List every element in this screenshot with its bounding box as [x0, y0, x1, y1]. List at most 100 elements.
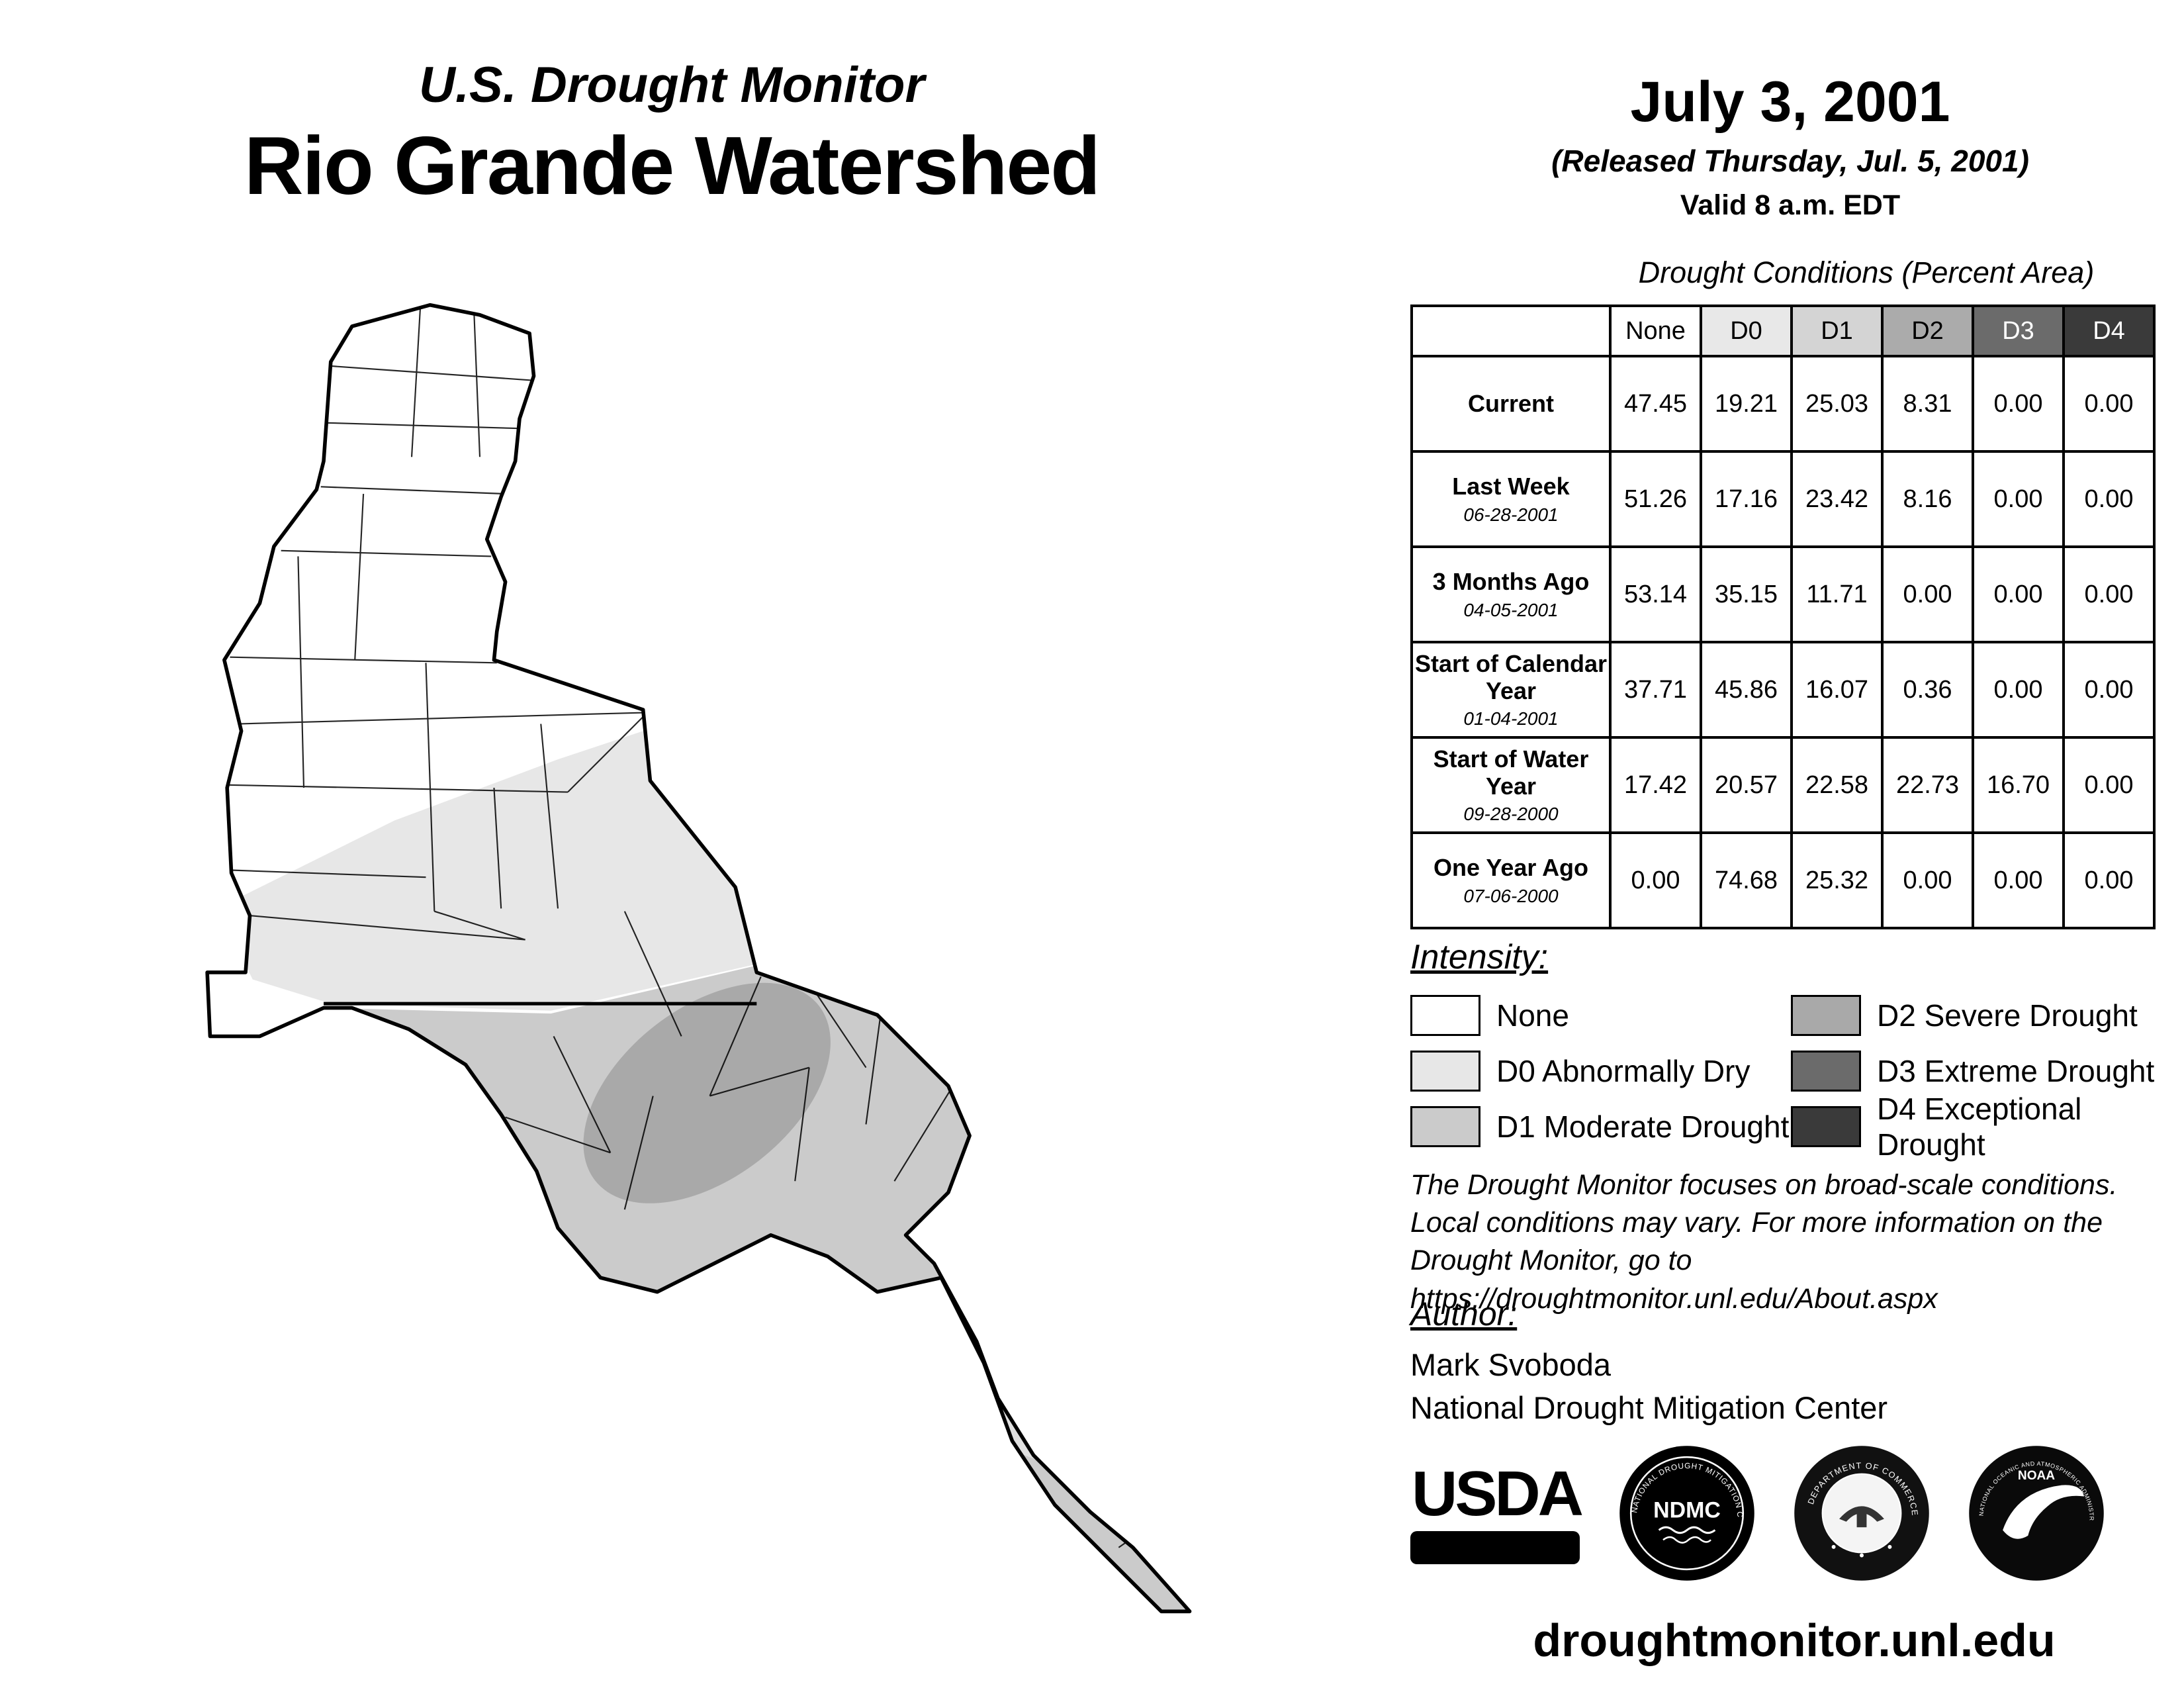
valid-time: Valid 8 a.m. EDT [1680, 189, 1901, 221]
value-cell: 0.00 [2062, 831, 2156, 929]
legend-swatch-d1 [1410, 1106, 1480, 1147]
value-cell: 0.00 [1881, 831, 1974, 929]
table-row: One Year Ago 07-06-2000 0.00 74.68 25.32… [1410, 831, 2156, 929]
county-boundaries [227, 309, 1148, 1548]
noaa-logo: NATIONAL OCEANIC AND ATMOSPHERIC ADMINIS… [1964, 1438, 2107, 1583]
ndmc-center-text: NDMC [1653, 1497, 1721, 1523]
d0-tail-patch [970, 1356, 1051, 1466]
value-cell: 25.32 [1790, 831, 1884, 929]
usda-logo-text: USDA [1411, 1458, 1584, 1529]
value-cell: 0.00 [2062, 641, 2156, 739]
value-cell: 22.58 [1790, 736, 1884, 834]
value-cell: 16.70 [1972, 736, 2065, 834]
value-cell: 0.00 [1972, 831, 2065, 929]
noaa-logo-text: NOAA [2018, 1469, 2055, 1483]
legend-swatch-d2 [1791, 995, 1861, 1036]
author-label: Author: [1410, 1295, 1518, 1333]
legend-item-d0: D0 Abnormally Dry [1410, 1043, 1791, 1099]
table-row: Current 47.45 19.21 25.03 8.31 0.00 0.00 [1410, 355, 2156, 453]
author-organization: National Drought Mitigation Center [1410, 1390, 1888, 1425]
value-cell: 23.42 [1790, 450, 1884, 548]
release-block: July 3, 2001 (Released Thursday, Jul. 5,… [1410, 70, 2171, 222]
region-title: Rio Grande Watershed [244, 120, 1101, 212]
intensity-legend: None D0 Abnormally Dry D1 Moderate Droug… [1410, 988, 2184, 1162]
legend-item-d4: D4 Exceptional Drought [1791, 1092, 2184, 1162]
table-corner-cell [1410, 305, 1612, 357]
row-header: Start of Water Year 09-28-2000 [1410, 736, 1612, 834]
value-cell: 0.00 [2062, 355, 2156, 453]
table-header-row: None D0 D1 D2 D3 D4 [1410, 305, 2156, 357]
column-header-d4: D4 [2062, 305, 2156, 357]
intensity-title: Intensity: [1410, 938, 1549, 976]
table-row: 3 Months Ago 04-05-2001 53.14 35.15 11.7… [1410, 545, 2156, 643]
agency-logos: USDA NATIONAL DROUGHT MITIGATION CENTER … [1410, 1436, 2178, 1583]
value-cell: 35.15 [1700, 545, 1793, 643]
legend-item-d1: D1 Moderate Drought [1410, 1099, 1791, 1154]
value-cell: 19.21 [1700, 355, 1793, 453]
table-row: Start of Water Year 09-28-2000 17.42 20.… [1410, 736, 2156, 834]
drought-conditions-table: None D0 D1 D2 D3 D4 Current 47.45 19.21 … [1410, 305, 2156, 929]
value-cell: 0.00 [1972, 641, 2065, 739]
value-cell: 74.68 [1700, 831, 1793, 929]
row-header: Current [1410, 355, 1612, 453]
value-cell: 8.31 [1881, 355, 1974, 453]
value-cell: 53.14 [1609, 545, 1702, 643]
watershed-map-svg [205, 303, 1192, 1614]
release-subtitle: (Released Thursday, Jul. 5, 2001) [1551, 144, 2029, 178]
value-cell: 11.71 [1790, 545, 1884, 643]
d2-region [583, 982, 831, 1203]
value-cell: 17.16 [1700, 450, 1793, 548]
value-cell: 17.42 [1609, 736, 1702, 834]
row-header: Start of Calendar Year 01-04-2001 [1410, 641, 1612, 739]
disclaimer-text: The Drought Monitor focuses on broad-sca… [1410, 1166, 2178, 1318]
value-cell: 0.00 [2062, 736, 2156, 834]
table-row: Start of Calendar Year 01-04-2001 37.71 … [1410, 641, 2156, 739]
column-header-d1: D1 [1790, 305, 1884, 357]
website-url: droughtmonitor.unl.edu [1533, 1615, 2056, 1666]
legend-swatch-d0 [1410, 1051, 1480, 1092]
table-row: Last Week 06-28-2001 51.26 17.16 23.42 8… [1410, 450, 2156, 548]
row-header: One Year Ago 07-06-2000 [1410, 831, 1612, 929]
usda-logo: USDA [1410, 1458, 1584, 1564]
value-cell: 0.00 [2062, 450, 2156, 548]
value-cell: 25.03 [1790, 355, 1884, 453]
value-cell: 0.36 [1881, 641, 1974, 739]
value-cell: 0.00 [1881, 545, 1974, 643]
disclaimer-line: Local conditions may vary. For more info… [1410, 1207, 2103, 1239]
column-header-none: None [1609, 305, 1702, 357]
value-cell: 37.71 [1609, 641, 1702, 739]
column-header-d0: D0 [1700, 305, 1793, 357]
ndmc-logo: NATIONAL DROUGHT MITIGATION CENTER NDMC [1614, 1436, 1757, 1583]
rio-grande-watershed-map [195, 298, 1205, 1618]
column-header-d2: D2 [1881, 305, 1974, 357]
d0-region [217, 724, 764, 1011]
value-cell: 45.86 [1700, 641, 1793, 739]
legend-swatch-d4 [1791, 1106, 1861, 1147]
disclaimer-line: Drought Monitor, go to https://droughtmo… [1410, 1244, 1938, 1315]
watershed-outline [205, 303, 1192, 1614]
value-cell: 8.16 [1881, 450, 1974, 548]
legend-item-none: None [1410, 988, 1791, 1043]
value-cell: 0.00 [1972, 355, 2065, 453]
value-cell: 16.07 [1790, 641, 1884, 739]
value-cell: 0.00 [2062, 545, 2156, 643]
legend-item-d3: D3 Extreme Drought [1791, 1043, 2184, 1099]
value-cell: 0.00 [1609, 831, 1702, 929]
legend-swatch-none [1410, 995, 1480, 1036]
value-cell: 51.26 [1609, 450, 1702, 548]
table-title: Drought Conditions (Percent Area) [1638, 256, 2095, 289]
noaa-bird-shape [2003, 1485, 2085, 1539]
row-header: Last Week 06-28-2001 [1410, 450, 1612, 548]
disclaimer-line: The Drought Monitor focuses on broad-sca… [1410, 1169, 2118, 1201]
column-header-d3: D3 [1972, 305, 2065, 357]
value-cell: 22.73 [1881, 736, 1974, 834]
legend-item-d2: D2 Severe Drought [1791, 988, 2184, 1043]
value-cell: 20.57 [1700, 736, 1793, 834]
author-block: Author: Mark Svoboda National Drought Mi… [1410, 1295, 1888, 1426]
doc-eagle-shape [1839, 1506, 1884, 1522]
legend-swatch-d3 [1791, 1051, 1861, 1092]
value-cell: 47.45 [1609, 355, 1702, 453]
value-cell: 0.00 [1972, 545, 2065, 643]
value-cell: 0.00 [1972, 450, 2065, 548]
author-name: Mark Svoboda [1410, 1347, 1612, 1382]
